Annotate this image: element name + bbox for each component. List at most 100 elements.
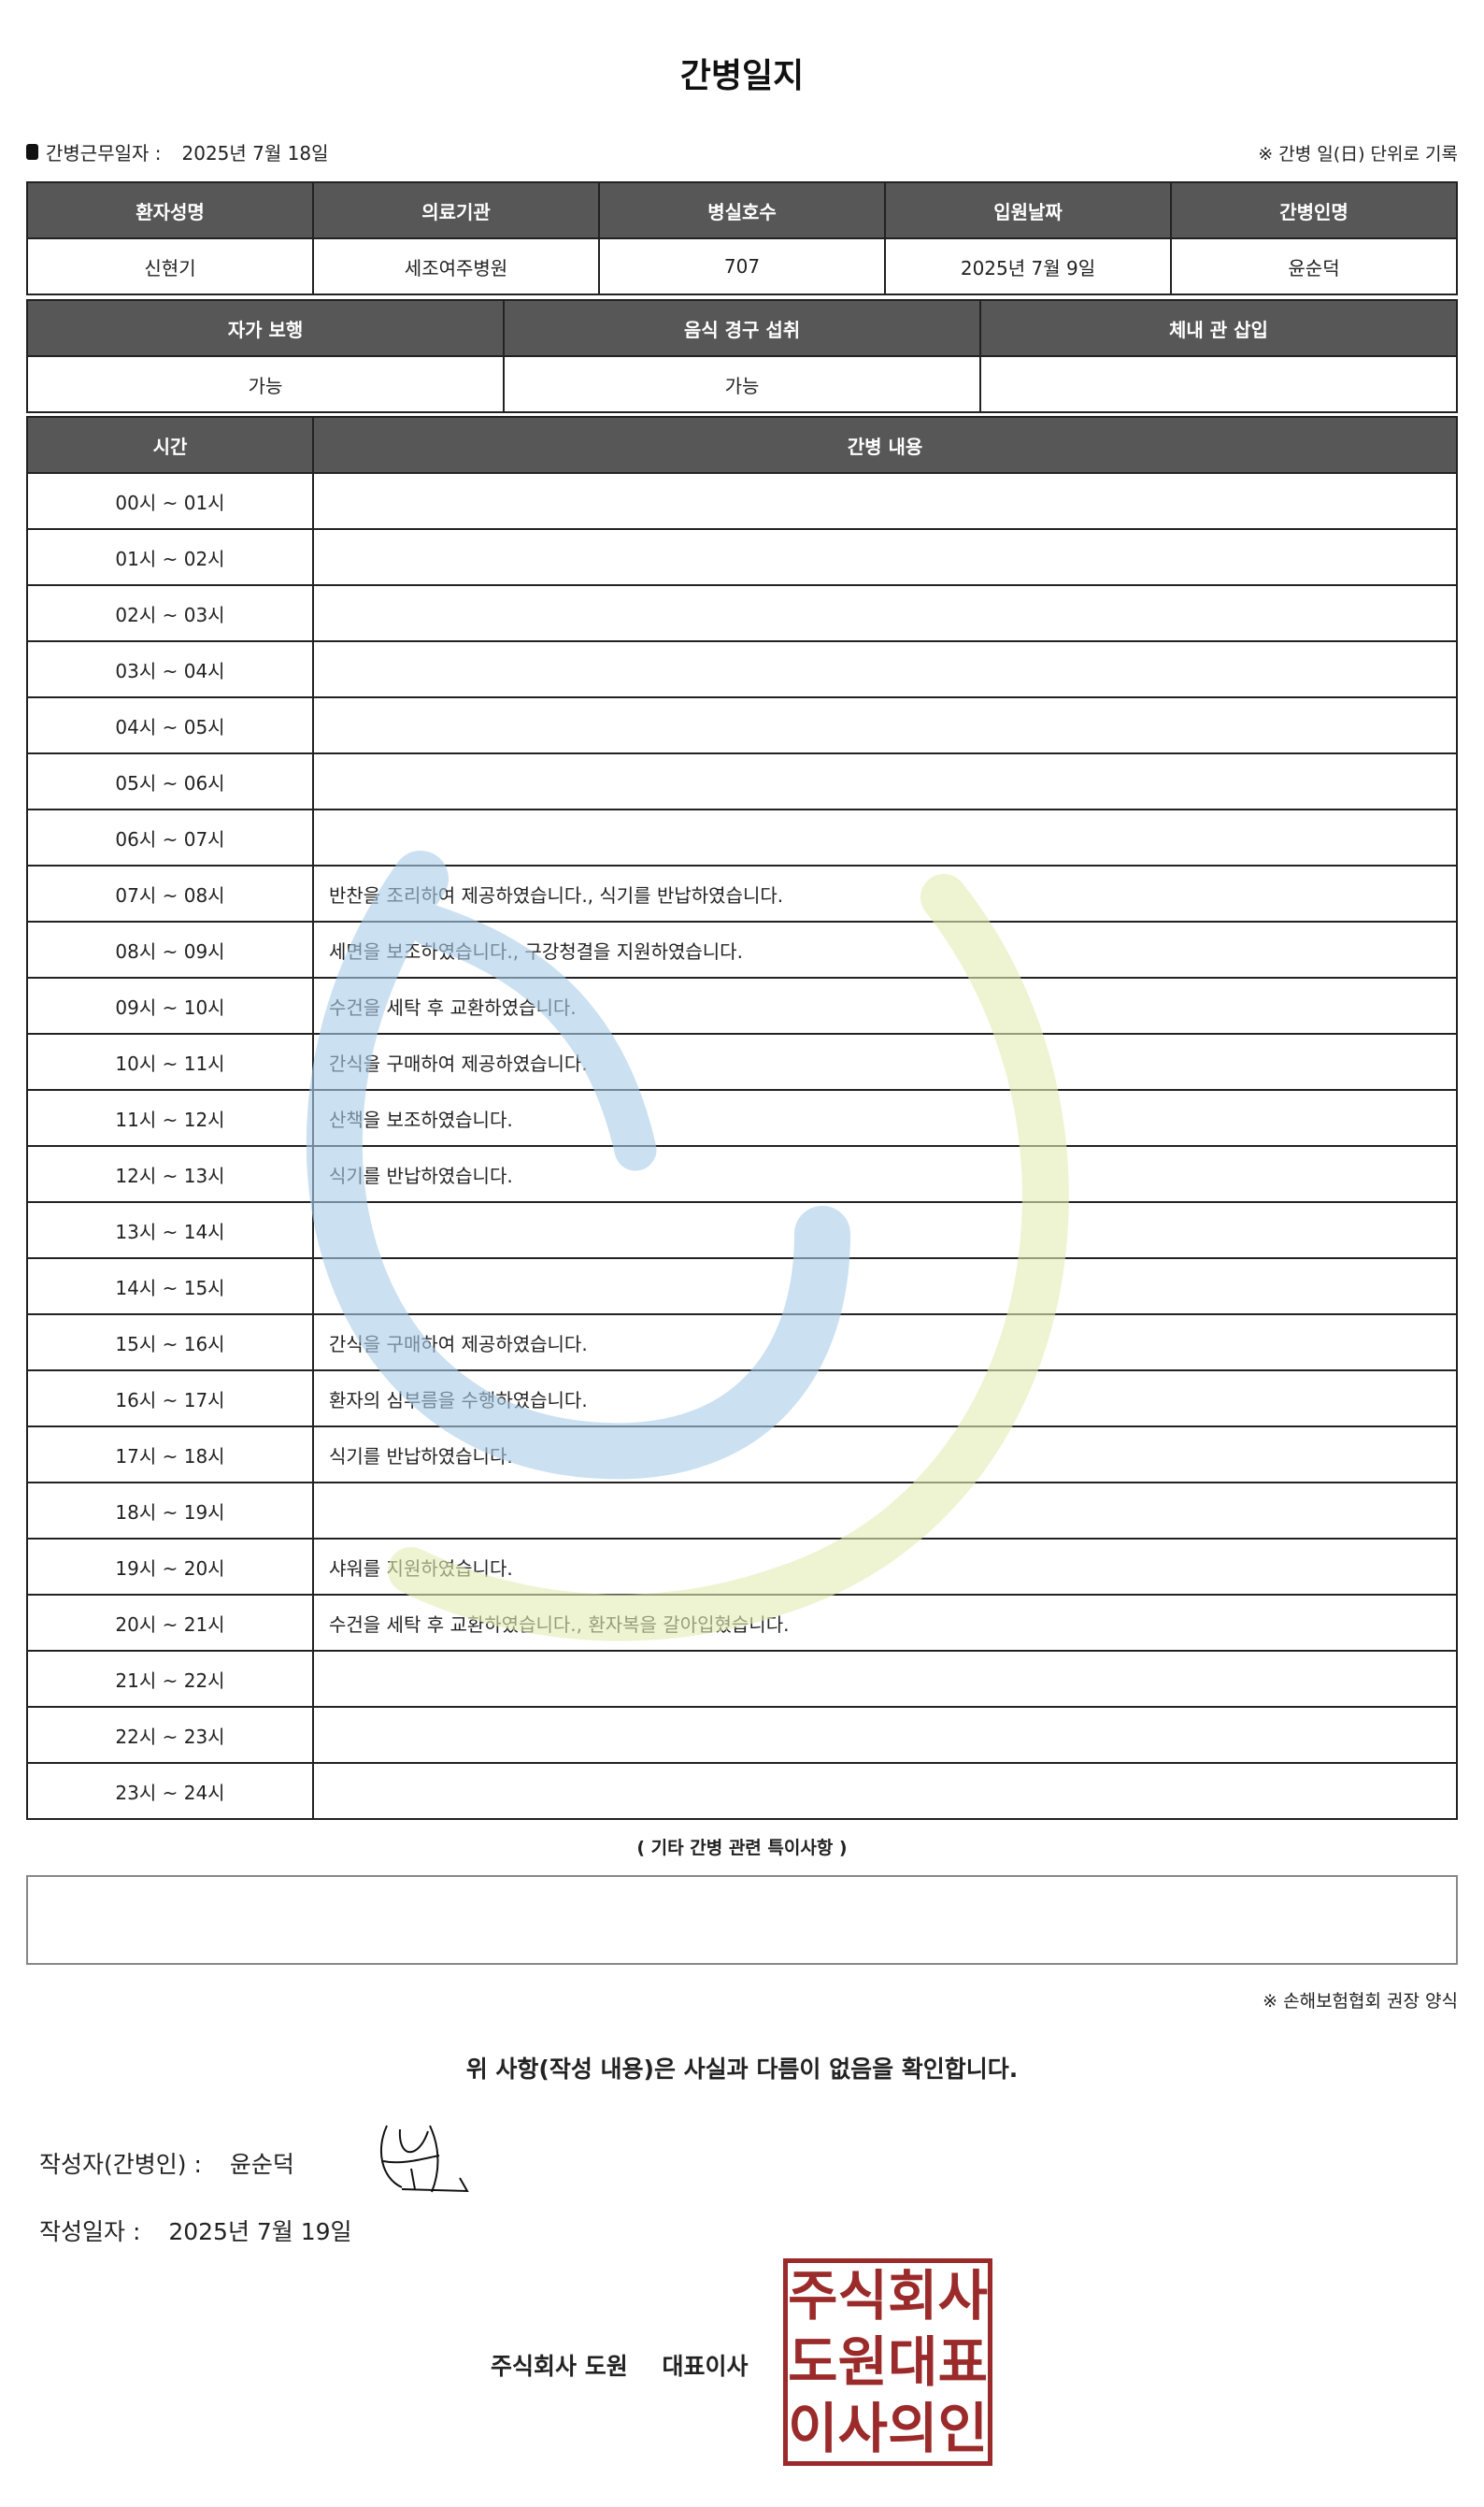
header-time: 시간 (26, 416, 314, 474)
care-content-cell[interactable]: 식기를 반납하였습니다. (312, 1425, 1458, 1483)
seal-char: 의 (888, 2396, 938, 2460)
seal-char: 이 (788, 2396, 838, 2460)
care-content-cell[interactable] (312, 528, 1458, 586)
care-content-cell[interactable]: 세면을 보조하였습니다., 구강청결을 지원하였습니다. (312, 921, 1458, 979)
info-value: 707 (598, 237, 886, 295)
care-content-cell[interactable] (312, 1762, 1458, 1820)
time-cell: 18시 ~ 19시 (26, 1482, 314, 1540)
time-cell: 16시 ~ 17시 (26, 1369, 314, 1427)
seal-char: 표 (937, 2329, 988, 2394)
table-row: 15시 ~ 16시 간식을 구매하여 제공하였습니다. (26, 1313, 1458, 1371)
care-content-cell[interactable]: 간식을 구매하여 제공하였습니다. (312, 1313, 1458, 1371)
time-cell: 06시 ~ 07시 (26, 809, 314, 867)
status-value: 가능 (26, 355, 505, 413)
page-title: 간병일지 (679, 57, 805, 95)
patient-info-table: 환자성명 의료기관 병실호수 입원날짜 간병인명 신현기 세조여주병원 707 2025년 7월… (26, 181, 1458, 295)
seal-char: 사 (937, 2264, 988, 2328)
seal-char: 인 (937, 2396, 988, 2460)
care-content-cell[interactable] (312, 696, 1458, 754)
time-cell: 17시 ~ 18시 (26, 1425, 314, 1483)
table-row: 14시 ~ 15시 (26, 1257, 1458, 1315)
care-content-cell[interactable]: 반찬을 조리하여 제공하였습니다., 식기를 반납하였습니다. (312, 865, 1458, 923)
time-cell: 02시 ~ 03시 (26, 584, 314, 642)
time-cell: 19시 ~ 20시 (26, 1538, 314, 1596)
care-content-cell[interactable] (312, 752, 1458, 810)
seal-char: 도 (788, 2329, 838, 2394)
time-cell: 21시 ~ 22시 (26, 1650, 314, 1708)
care-content-cell[interactable]: 환자의 심부름을 수행하였습니다. (312, 1369, 1458, 1427)
table-row: 02시 ~ 03시 (26, 584, 1458, 642)
info-header: 병실호수 (598, 181, 886, 239)
write-date-label: 작성일자 : (39, 2218, 141, 2245)
time-cell: 12시 ~ 13시 (26, 1145, 314, 1203)
table-row: 09시 ~ 10시 수건을 세탁 후 교환하였습니다. (26, 977, 1458, 1035)
write-date-value: 2025년 7월 19일 (168, 2218, 352, 2245)
info-value: 2025년 7월 9일 (884, 237, 1172, 295)
insurance-note: ※ 손해보험협회 권장 양식 (1263, 1991, 1458, 2012)
care-content-cell[interactable] (312, 1706, 1458, 1764)
seal-char: 대 (888, 2329, 938, 2394)
table-row: 23시 ~ 24시 (26, 1762, 1458, 1820)
care-content-cell[interactable]: 간식을 구매하여 제공하였습니다. (312, 1033, 1458, 1091)
time-cell: 07시 ~ 08시 (26, 865, 314, 923)
table-row: 03시 ~ 04시 (26, 640, 1458, 698)
care-content-cell[interactable]: 식기를 반납하였습니다. (312, 1145, 1458, 1203)
status-header: 체내 관 삽입 (979, 299, 1458, 357)
care-content-cell[interactable] (312, 584, 1458, 642)
seal-char: 사 (837, 2396, 888, 2460)
time-cell: 22시 ~ 23시 (26, 1706, 314, 1764)
time-cell: 14시 ~ 15시 (26, 1257, 314, 1315)
care-content-cell[interactable] (312, 1482, 1458, 1540)
work-date-label: 간병근무일자 : (46, 142, 162, 165)
status-header: 자가 보행 (26, 299, 505, 357)
table-row: 20시 ~ 21시 수건을 세탁 후 교환하였습니다., 환자복을 갈아입혔습니다… (26, 1594, 1458, 1652)
seal-char: 주 (788, 2264, 838, 2328)
care-log-table: 시간 간병 내용 00시 ~ 01시 01시 ~ 02시 02시 ~ 03시 03시 ~… (26, 416, 1458, 1820)
table-row: 05시 ~ 06시 (26, 752, 1458, 810)
care-content-cell[interactable]: 산책을 보조하였습니다. (312, 1089, 1458, 1147)
writer-line: 작성자(간병인) : 윤순덕 (39, 2146, 294, 2180)
remarks-box[interactable] (26, 1875, 1458, 1965)
company-line: 주식회사 도원 대표이사 (491, 2348, 748, 2382)
status-header: 음식 경구 섭취 (503, 299, 981, 357)
writer-label: 작성자(간병인) : (39, 2151, 202, 2178)
care-content-cell[interactable]: 샤워를 지원하였습니다. (312, 1538, 1458, 1596)
time-cell: 10시 ~ 11시 (26, 1033, 314, 1091)
info-value: 신현기 (26, 237, 314, 295)
table-row: 06시 ~ 07시 (26, 809, 1458, 867)
time-cell: 05시 ~ 06시 (26, 752, 314, 810)
care-content-cell[interactable] (312, 1201, 1458, 1259)
day-note: ※ 간병 일(日) 단위로 기록 (1258, 144, 1458, 165)
info-value: 세조여주병원 (312, 237, 600, 295)
remarks-title: ( 기타 간병 관련 특이사항 ) (636, 1838, 848, 1858)
care-content-cell[interactable] (312, 640, 1458, 698)
time-cell: 03시 ~ 04시 (26, 640, 314, 698)
table-row: 11시 ~ 12시 산책을 보조하였습니다. (26, 1089, 1458, 1147)
header-content: 간병 내용 (312, 416, 1458, 474)
care-content-cell[interactable]: 수건을 세탁 후 교환하였습니다. (312, 977, 1458, 1035)
table-row: 18시 ~ 19시 (26, 1482, 1458, 1540)
info-value: 윤순덕 (1170, 237, 1458, 295)
time-cell: 23시 ~ 24시 (26, 1762, 314, 1820)
care-content-cell[interactable] (312, 1257, 1458, 1315)
table-row: 13시 ~ 14시 (26, 1201, 1458, 1259)
time-cell: 20시 ~ 21시 (26, 1594, 314, 1652)
care-content-cell[interactable] (312, 1650, 1458, 1708)
table-row: 19시 ~ 20시 샤워를 지원하였습니다. (26, 1538, 1458, 1596)
time-cell: 08시 ~ 09시 (26, 921, 314, 979)
info-header: 환자성명 (26, 181, 314, 239)
seal-char: 식 (837, 2264, 888, 2328)
care-content-cell[interactable]: 수건을 세탁 후 교환하였습니다., 환자복을 갈아입혔습니다. (312, 1594, 1458, 1652)
care-content-cell[interactable] (312, 809, 1458, 867)
table-row: 00시 ~ 01시 (26, 472, 1458, 530)
table-row: 22시 ~ 23시 (26, 1706, 1458, 1764)
time-cell: 01시 ~ 02시 (26, 528, 314, 586)
confirmation-statement: 위 사항(작성 내용)은 사실과 다름이 없음을 확인합니다. (465, 2056, 1019, 2083)
care-content-cell[interactable] (312, 472, 1458, 530)
info-header: 간병인명 (1170, 181, 1458, 239)
table-row: 17시 ~ 18시 식기를 반납하였습니다. (26, 1425, 1458, 1483)
bullet-icon (26, 144, 38, 160)
table-row: 21시 ~ 22시 (26, 1650, 1458, 1708)
table-row: 16시 ~ 17시 환자의 심부름을 수행하였습니다. (26, 1369, 1458, 1427)
